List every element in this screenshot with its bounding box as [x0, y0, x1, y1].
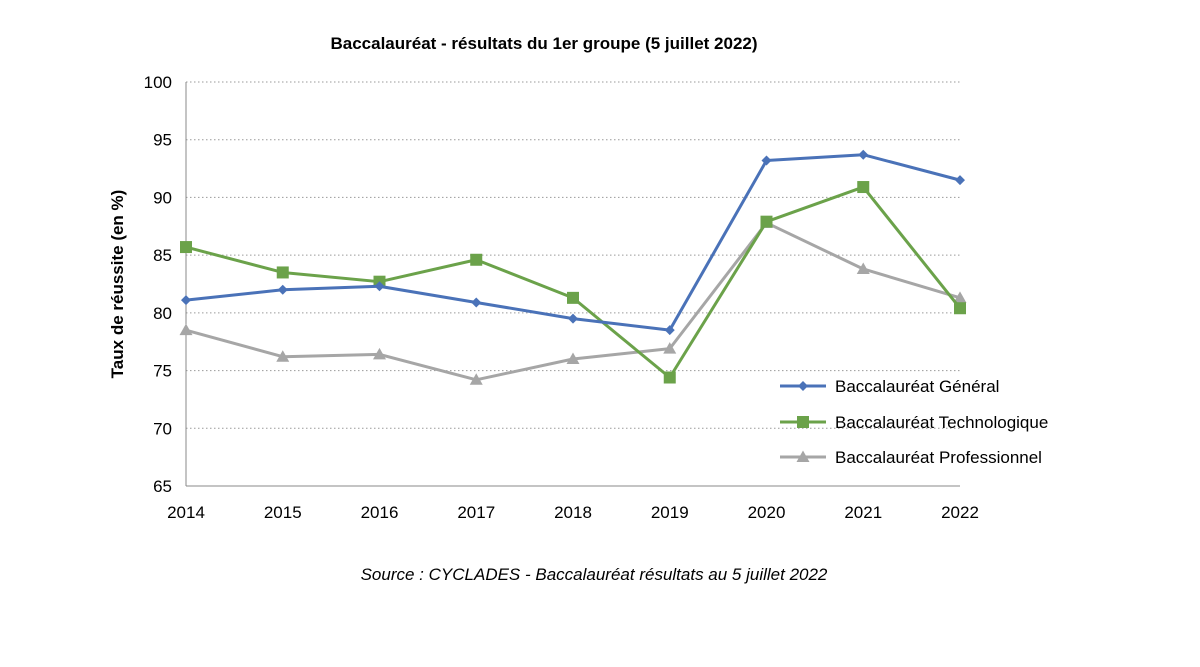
- y-tick-label: 65: [153, 477, 172, 496]
- series-line: [185, 185, 962, 379]
- y-tick-label: 100: [144, 73, 172, 92]
- x-tick-label: 2015: [264, 503, 302, 522]
- data-point: [568, 313, 578, 324]
- y-tick-label: 75: [153, 362, 172, 381]
- data-point: [374, 281, 385, 292]
- legend-swatch-marker: [797, 416, 809, 428]
- x-tick-label: 2020: [748, 503, 786, 522]
- data-point: [469, 373, 483, 385]
- x-tick-label: 2016: [361, 503, 399, 522]
- data-point: [276, 266, 289, 279]
- data-point: [181, 295, 191, 306]
- data-point: [179, 323, 193, 336]
- data-point: [663, 342, 677, 354]
- series-1: [181, 149, 965, 336]
- y-tick-label: 95: [153, 131, 172, 150]
- data-point: [471, 297, 482, 308]
- legend-item: Baccalauréat Technologique: [780, 413, 1048, 432]
- data-point: [954, 302, 966, 315]
- data-point: [856, 262, 870, 274]
- x-tick-label: 2017: [457, 503, 495, 522]
- x-tick-label: 2022: [941, 503, 979, 522]
- x-tick-label: 2021: [844, 503, 882, 522]
- data-point: [470, 253, 483, 266]
- legend-item: Baccalauréat Professionnel: [780, 448, 1042, 467]
- chart-title: Baccalauréat - résultats du 1er groupe (…: [330, 34, 757, 53]
- legend-item: Baccalauréat Général: [780, 377, 999, 396]
- x-tick-label: 2014: [167, 503, 205, 522]
- data-point: [760, 215, 773, 228]
- y-tick-labels: 65 70 75 80 85 90 95 100: [144, 73, 172, 496]
- y-axis-label: Taux de réussite (en %): [108, 190, 127, 379]
- series-2: [180, 181, 966, 384]
- data-point: [373, 347, 386, 360]
- x-tick-label: 2018: [554, 503, 592, 522]
- legend-label: Baccalauréat Général: [835, 377, 999, 396]
- x-tick-label: 2019: [651, 503, 689, 522]
- data-point: [566, 352, 580, 365]
- data-point: [180, 241, 192, 254]
- series: [179, 149, 967, 385]
- data-point: [276, 350, 290, 362]
- data-point: [567, 291, 579, 304]
- data-point: [858, 149, 869, 160]
- data-point: [761, 155, 772, 166]
- data-point: [663, 371, 676, 384]
- data-point: [857, 181, 870, 194]
- y-tick-label: 80: [153, 304, 172, 323]
- data-point: [664, 325, 675, 336]
- legend: Baccalauréat Général Baccalauréat Technol…: [780, 377, 1048, 467]
- legend-swatch-marker: [796, 450, 810, 462]
- x-tick-labels: 2014 2015 2016 2017 2018 2019 2020 2021 2022: [167, 503, 979, 522]
- y-tick-label: 85: [153, 246, 172, 265]
- legend-swatch-marker: [798, 381, 808, 391]
- data-point: [953, 291, 967, 303]
- series-line: [185, 153, 961, 332]
- y-tick-label: 90: [153, 188, 172, 207]
- y-tick-label: 70: [153, 419, 172, 438]
- data-point: [277, 284, 288, 295]
- source-note: Source : CYCLADES - Baccalauréat résulta…: [361, 565, 828, 584]
- legend-label: Baccalauréat Professionnel: [835, 448, 1042, 467]
- data-point: [955, 175, 965, 186]
- legend-label: Baccalauréat Technologique: [835, 413, 1048, 432]
